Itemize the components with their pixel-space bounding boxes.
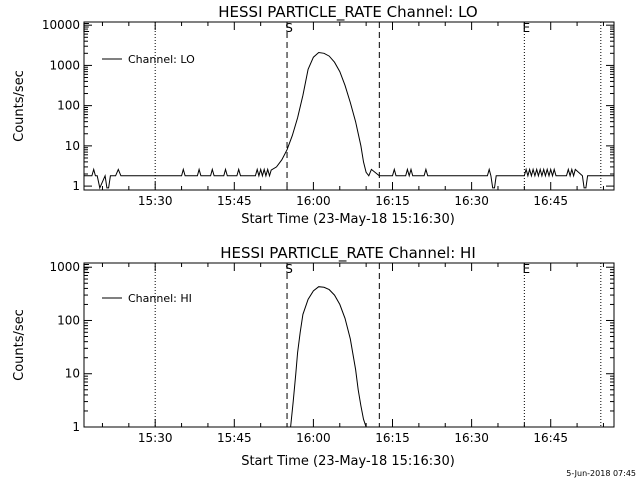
y-axis-label-lo: Counts/sec <box>12 70 27 142</box>
legend-label-hi: Channel: HI <box>128 292 192 305</box>
event-marker-label: E <box>82 21 90 35</box>
footer-timestamp: 5-Jun-2018 07:45 <box>566 469 636 478</box>
panel-lo: HESSI PARTICLE_RATE Channel: LO 1 10 100 10… <box>12 3 615 227</box>
plot-frame-hi <box>83 262 615 428</box>
x-tick-label: 15:45 <box>217 194 252 208</box>
legend-lo: Channel: LO <box>102 53 195 66</box>
x-tick-label: 16:15 <box>375 194 410 208</box>
x-tick-label: 16:30 <box>454 431 489 445</box>
y-tick-label: 1 <box>72 420 80 434</box>
series-line <box>290 286 367 428</box>
x-tick-label: 15:30 <box>138 194 173 208</box>
x-tick-label: 16:45 <box>533 194 568 208</box>
event-marker-label: E <box>523 262 531 276</box>
x-tick-label: 15:30 <box>138 431 173 445</box>
y-tick-label: 10000 <box>42 18 80 32</box>
event-marker-label: E <box>523 21 531 35</box>
plot-marks-lo: 1 10 100 1000 10000 15:30 15:45 16:00 16:15 16:30… <box>42 18 614 208</box>
y-tick-label: 10 <box>65 139 80 153</box>
chart-title-hi: HESSI PARTICLE_RATE Channel: HI <box>220 244 476 263</box>
y-tick-label: 1000 <box>49 260 80 274</box>
x-tick-label: 16:15 <box>375 431 410 445</box>
y-tick-label: 1000 <box>49 58 80 72</box>
x-tick-label: 16:00 <box>296 431 331 445</box>
legend-hi: Channel: HI <box>102 292 192 305</box>
series-line <box>84 51 614 190</box>
y-tick-label: 100 <box>57 313 80 327</box>
legend-label-lo: Channel: LO <box>128 53 195 66</box>
plot-frame-lo <box>83 21 615 191</box>
x-tick-label: 16:45 <box>533 431 568 445</box>
y-tick-label: 10 <box>65 367 80 381</box>
x-axis-label-lo: Start Time (23-May-18 15:16:30) <box>241 212 455 227</box>
event-marker-label: S <box>285 21 293 35</box>
event-marker-label: E <box>82 262 90 276</box>
plot-marks-hi: 1 10 100 1000 15:30 15:45 16:00 16:15 16:30 16:45… <box>49 260 614 445</box>
panel-hi: HESSI PARTICLE_RATE Channel: HI 1 10 100 10… <box>12 244 615 469</box>
x-tick-label: 16:30 <box>454 194 489 208</box>
y-axis-label-hi: Counts/sec <box>12 309 27 381</box>
event-marker-label: S <box>285 262 293 276</box>
y-tick-label: 1 <box>72 179 80 193</box>
x-tick-label: 15:45 <box>217 431 252 445</box>
x-tick-label: 16:00 <box>296 194 331 208</box>
x-axis-label-hi: Start Time (23-May-18 15:16:30) <box>241 454 455 469</box>
y-tick-label: 100 <box>57 99 80 113</box>
chart-title-lo: HESSI PARTICLE_RATE Channel: LO <box>218 3 477 22</box>
